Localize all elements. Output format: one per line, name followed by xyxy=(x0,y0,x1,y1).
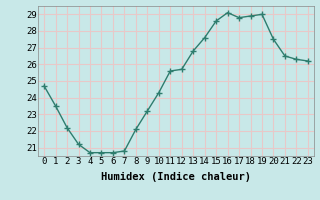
X-axis label: Humidex (Indice chaleur): Humidex (Indice chaleur) xyxy=(101,172,251,182)
